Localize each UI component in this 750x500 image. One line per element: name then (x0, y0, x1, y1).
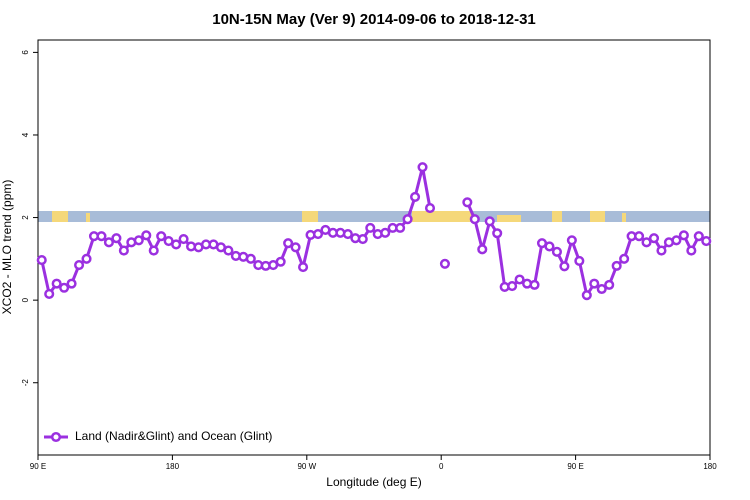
data-point (44, 288, 55, 300)
data-point (589, 278, 600, 289)
data-point (604, 279, 615, 290)
data-point (559, 261, 570, 272)
data-point (275, 256, 286, 267)
data-point (51, 278, 62, 289)
data-point (507, 281, 518, 292)
data-point (59, 282, 70, 293)
data-point (641, 237, 652, 248)
data-point (357, 233, 368, 245)
land-band (552, 211, 562, 222)
data-point (74, 259, 85, 271)
y-tick-label: 2 (21, 215, 30, 220)
data-point (402, 214, 413, 225)
data-point (611, 260, 622, 271)
data-point (417, 162, 428, 173)
land-band (590, 211, 605, 222)
data-point (223, 245, 234, 256)
land-band (86, 213, 90, 222)
data-point (648, 233, 660, 244)
data-point (581, 290, 592, 301)
data-point (380, 227, 391, 238)
data-point (634, 231, 645, 242)
data-point (290, 242, 301, 253)
data-point (596, 283, 607, 295)
data-point (574, 255, 585, 266)
plot-frame (37, 39, 711, 456)
data-point (484, 216, 495, 227)
data-point (462, 197, 473, 208)
data-point (365, 222, 376, 233)
data-point (514, 274, 525, 285)
data-point (671, 235, 682, 246)
x-axis-label: Longitude (deg E) (326, 475, 421, 489)
data-point (410, 191, 421, 202)
data-point (178, 233, 189, 245)
data-point (656, 245, 667, 256)
data-point (171, 239, 182, 250)
legend-marker (50, 431, 62, 443)
data-point (111, 233, 122, 244)
x-tick-label: 180 (166, 462, 180, 471)
x-tick-label: 0 (439, 462, 444, 471)
data-point (678, 230, 689, 241)
data-point (81, 253, 92, 264)
data-point (424, 203, 436, 214)
legend-label: Land (Nadir&Glint) and Ocean (Glint) (75, 429, 272, 443)
data-point (439, 258, 450, 269)
y-tick-label: 4 (21, 132, 30, 137)
x-tick-label: 90 W (297, 462, 316, 471)
chart-title: 10N-15N May (Ver 9) 2014-09-06 to 2018-1… (212, 11, 536, 28)
data-point (529, 279, 540, 290)
land-band (412, 211, 472, 222)
land-band (302, 211, 318, 222)
data-point (312, 229, 324, 240)
data-point (133, 235, 144, 246)
data-point (693, 231, 704, 242)
data-point (298, 262, 309, 273)
land-band (622, 213, 626, 222)
data-point (686, 245, 697, 256)
data-point (148, 245, 159, 256)
data-point (701, 236, 712, 247)
data-point (245, 253, 256, 264)
land-mask (38, 211, 710, 222)
data-point (477, 244, 488, 255)
y-tick-label: 6 (21, 50, 30, 55)
land-band (497, 215, 521, 222)
land-band (52, 211, 68, 222)
data-point (96, 231, 107, 242)
x-tick-label: 90 E (30, 462, 46, 471)
data-point (492, 228, 503, 239)
data-point (118, 245, 129, 256)
data-point (283, 238, 294, 249)
data-point (141, 230, 152, 241)
data-point (619, 253, 630, 264)
y-axis-label: XCO2 - MLO trend (ppm) (0, 180, 14, 315)
y-tick-label: -2 (21, 379, 30, 387)
data-point (36, 255, 47, 266)
data-point (66, 278, 77, 289)
data-point (566, 235, 577, 246)
x-tick-label: 180 (703, 462, 717, 471)
data-point (544, 241, 555, 252)
data-point (342, 229, 353, 240)
y-tick-label: 0 (21, 297, 30, 302)
x-tick-label: 90 E (567, 462, 583, 471)
ocean-band (38, 211, 710, 222)
data-point (469, 214, 480, 225)
data-point (395, 222, 406, 233)
data-point (551, 246, 562, 257)
data-point (156, 231, 167, 242)
data-point (103, 237, 114, 248)
